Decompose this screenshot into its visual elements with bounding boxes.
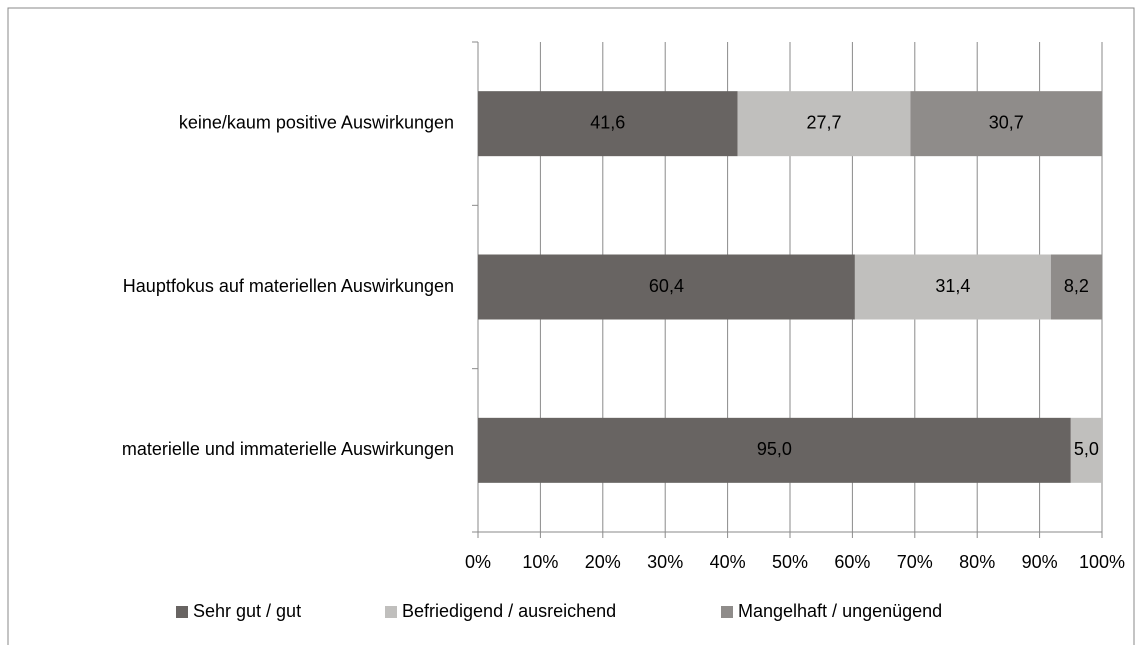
legend-label: Sehr gut / gut: [193, 601, 301, 621]
data-label: 27,7: [806, 112, 841, 132]
legend-swatch: [385, 606, 397, 618]
x-tick-label: 90%: [1022, 552, 1058, 572]
y-tick-label: keine/kaum positive Auswirkungen: [179, 112, 454, 132]
data-label: 95,0: [757, 439, 792, 459]
x-tick-label: 20%: [585, 552, 621, 572]
bar: [1050, 254, 1102, 320]
legend-label: Mangelhaft / ungenügend: [738, 601, 942, 621]
x-tick-label: 0%: [465, 552, 491, 572]
data-label: 60,4: [649, 276, 684, 296]
x-tick-label: 100%: [1079, 552, 1125, 572]
bar: [1070, 417, 1102, 483]
data-label: 30,7: [989, 112, 1024, 132]
data-label: 31,4: [935, 276, 970, 296]
x-tick-label: 60%: [834, 552, 870, 572]
x-tick-label: 30%: [647, 552, 683, 572]
chart-border: [7, 7, 1135, 645]
x-tick-label: 70%: [897, 552, 933, 572]
bar: [910, 91, 1102, 157]
legend-label: Befriedigend / ausreichend: [402, 601, 616, 621]
bar: [854, 254, 1051, 320]
y-tick-label: materielle und immaterielle Auswirkungen: [122, 439, 454, 459]
x-tick-label: 40%: [710, 552, 746, 572]
bar: [478, 254, 855, 320]
legend-swatch: [176, 606, 188, 618]
x-tick-label: 50%: [772, 552, 808, 572]
x-tick-label: 80%: [959, 552, 995, 572]
data-label: 41,6: [590, 112, 625, 132]
data-label: 8,2: [1064, 276, 1089, 296]
bar: [737, 91, 911, 157]
legend-swatch: [721, 606, 733, 618]
x-tick-label: 10%: [522, 552, 558, 572]
bar: [478, 417, 1071, 483]
bar: [478, 91, 738, 157]
data-label: 5,0: [1074, 439, 1099, 459]
y-tick-label: Hauptfokus auf materiellen Auswirkungen: [123, 276, 454, 296]
